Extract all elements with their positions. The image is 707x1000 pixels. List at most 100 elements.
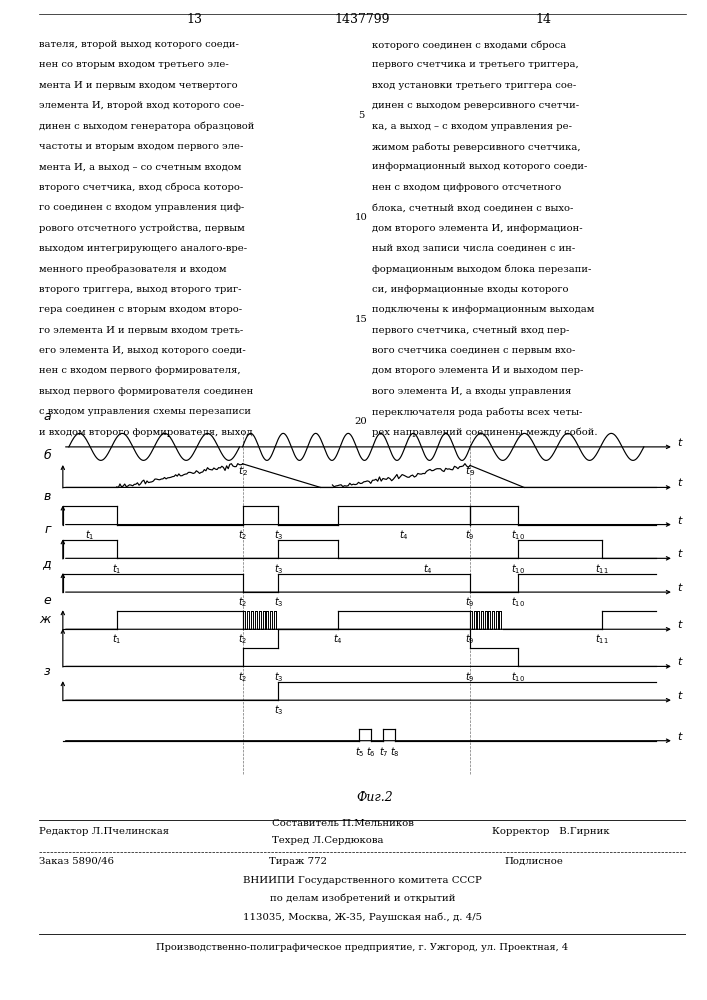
Text: е: е [43,594,51,607]
Text: второго триггера, выход второго триг-: второго триггера, выход второго триг- [39,285,241,294]
Text: $t_{10}$: $t_{10}$ [511,670,525,684]
Text: t: t [677,516,681,526]
Text: з: з [45,665,51,678]
Text: гера соединен с вторым входом второ-: гера соединен с вторым входом второ- [39,305,242,314]
Text: t: t [677,620,681,630]
Text: t: t [677,549,681,559]
Text: элемента И, второй вход которого сое-: элемента И, второй вход которого сое- [39,101,244,110]
Text: информационный выход которого соеди-: информационный выход которого соеди- [372,162,588,171]
Text: ка, а выход – с входом управления ре-: ка, а выход – с входом управления ре- [372,122,572,131]
Text: мента И и первым входом четвертого: мента И и первым входом четвертого [39,81,238,90]
Text: $t_9$: $t_9$ [465,670,475,684]
Text: $t_8$: $t_8$ [390,745,400,759]
Text: $t_5$: $t_5$ [354,745,364,759]
Text: Корректор   В.Гирник: Корректор В.Гирник [492,827,609,836]
Text: $t_7$: $t_7$ [378,745,388,759]
Text: жимом работы реверсивного счетчика,: жимом работы реверсивного счетчика, [372,142,580,151]
Text: д: д [42,557,51,570]
Text: Составитель П.Мельников: Составитель П.Мельников [271,818,414,828]
Text: Техред Л.Сердюкова: Техред Л.Сердюкова [271,836,383,845]
Text: $t_4$: $t_4$ [423,562,433,576]
Text: $t_4$: $t_4$ [399,528,409,542]
Text: Редактор Л.Пчелинская: Редактор Л.Пчелинская [39,827,169,836]
Text: $t_9$: $t_9$ [465,464,475,478]
Text: первого счетчика и третьего триггера,: первого счетчика и третьего триггера, [372,60,579,69]
Text: $t_1$: $t_1$ [85,528,95,542]
Text: его элемента И, выход которого соеди-: его элемента И, выход которого соеди- [39,346,245,355]
Text: го элемента И и первым входом треть-: го элемента И и первым входом треть- [39,326,243,335]
Text: $t_3$: $t_3$ [274,704,284,717]
Text: 5: 5 [358,111,364,120]
Text: 1437799: 1437799 [334,13,390,26]
Text: вход установки третьего триггера сое-: вход установки третьего триггера сое- [372,81,576,90]
Text: 10: 10 [355,213,368,222]
Text: в: в [44,490,51,503]
Text: частоты и вторым входом первого эле-: частоты и вторым входом первого эле- [39,142,243,151]
Text: ный вход записи числа соединен с ин-: ный вход записи числа соединен с ин- [372,244,575,253]
Text: 113035, Москва, Ж-35, Раушская наб., д. 4/5: 113035, Москва, Ж-35, Раушская наб., д. … [243,913,482,922]
Text: мента И, а выход – со счетным входом: мента И, а выход – со счетным входом [39,162,241,171]
Text: рех направлений соединены между собой.: рех направлений соединены между собой. [372,428,597,437]
Text: дом второго элемента И и выходом пер-: дом второго элемента И и выходом пер- [372,366,583,375]
Text: которого соединен с входами сброса: которого соединен с входами сброса [372,40,566,49]
Text: ВНИИПИ Государственного комитета СССР: ВНИИПИ Государственного комитета СССР [243,876,481,885]
Text: $t_2$: $t_2$ [238,633,247,646]
Text: $t_{10}$: $t_{10}$ [511,562,525,576]
Text: нен с входом цифрового отсчетного: нен с входом цифрового отсчетного [372,183,561,192]
Text: t: t [677,691,681,701]
Text: $t_4$: $t_4$ [334,633,344,646]
Text: $t_2$: $t_2$ [238,670,247,684]
Text: вого элемента И, а входы управления: вого элемента И, а входы управления [372,387,571,396]
Text: и входом второго формирователя, выход: и входом второго формирователя, выход [39,428,252,437]
Text: первого счетчика, счетный вход пер-: первого счетчика, счетный вход пер- [372,326,569,335]
Text: формационным выходом блока перезапи-: формационным выходом блока перезапи- [372,264,592,274]
Text: вателя, второй выход которого соеди-: вателя, второй выход которого соеди- [39,40,239,49]
Text: $t_3$: $t_3$ [274,595,284,609]
Text: $t_{10}$: $t_{10}$ [511,595,525,609]
Text: $t_9$: $t_9$ [465,595,475,609]
Text: нен с входом первого формирователя,: нен с входом первого формирователя, [39,366,240,375]
Text: $t_3$: $t_3$ [274,670,284,684]
Text: подключены к информационным выходам: подключены к информационным выходам [372,305,595,314]
Text: динен с выходом генератора образцовой: динен с выходом генератора образцовой [39,122,255,131]
Text: $t_{10}$: $t_{10}$ [511,528,525,542]
Text: $t_{11}$: $t_{11}$ [595,562,609,576]
Text: $t_6$: $t_6$ [366,745,376,759]
Text: t: t [677,438,681,448]
Text: $t_9$: $t_9$ [465,633,475,646]
Text: Заказ 5890/46: Заказ 5890/46 [39,857,114,866]
Text: второго счетчика, вход сброса которо-: второго счетчика, вход сброса которо- [39,183,243,192]
Text: Фиг.2: Фиг.2 [356,791,392,804]
Text: а: а [43,410,51,423]
Text: t: t [677,478,681,488]
Text: го соединен с входом управления циф-: го соединен с входом управления циф- [39,203,244,212]
Text: t: t [677,657,681,667]
Text: нен со вторым входом третьего эле-: нен со вторым входом третьего эле- [39,60,228,69]
Text: с входом управления схемы перезаписи: с входом управления схемы перезаписи [39,407,251,416]
Text: $t_2$: $t_2$ [238,528,247,542]
Text: выход первого формирователя соединен: выход первого формирователя соединен [39,387,253,396]
Text: Производственно-полиграфическое предприятие, г. Ужгород, ул. Проектная, 4: Производственно-полиграфическое предприя… [156,943,568,952]
Text: t: t [677,583,681,593]
Text: менного преобразователя и входом: менного преобразователя и входом [39,264,226,274]
Text: $t_9$: $t_9$ [465,528,475,542]
Text: $t_{11}$: $t_{11}$ [595,633,609,646]
Text: рового отсчетного устройства, первым: рового отсчетного устройства, первым [39,224,245,233]
Text: Тираж 772: Тираж 772 [269,857,327,866]
Text: t: t [677,732,681,742]
Text: си, информационные входы которого: си, информационные входы которого [372,285,568,294]
Text: блока, счетный вход соединен с выхо-: блока, счетный вход соединен с выхо- [372,203,573,212]
Text: 15: 15 [355,315,368,324]
Text: выходом интегрирующего аналого-вре-: выходом интегрирующего аналого-вре- [39,244,247,253]
Text: $t_1$: $t_1$ [112,633,122,646]
Text: Подлисное: Подлисное [505,857,563,866]
Text: б: б [43,449,51,462]
Text: динен с выходом реверсивного счетчи-: динен с выходом реверсивного счетчи- [372,101,579,110]
Text: $t_3$: $t_3$ [274,528,284,542]
Text: $t_2$: $t_2$ [238,595,247,609]
Text: г: г [45,523,51,536]
Text: 14: 14 [535,13,551,26]
Text: переключателя рода работы всех четы-: переключателя рода работы всех четы- [372,407,583,417]
Text: 20: 20 [355,417,368,426]
Text: 13: 13 [186,13,202,26]
